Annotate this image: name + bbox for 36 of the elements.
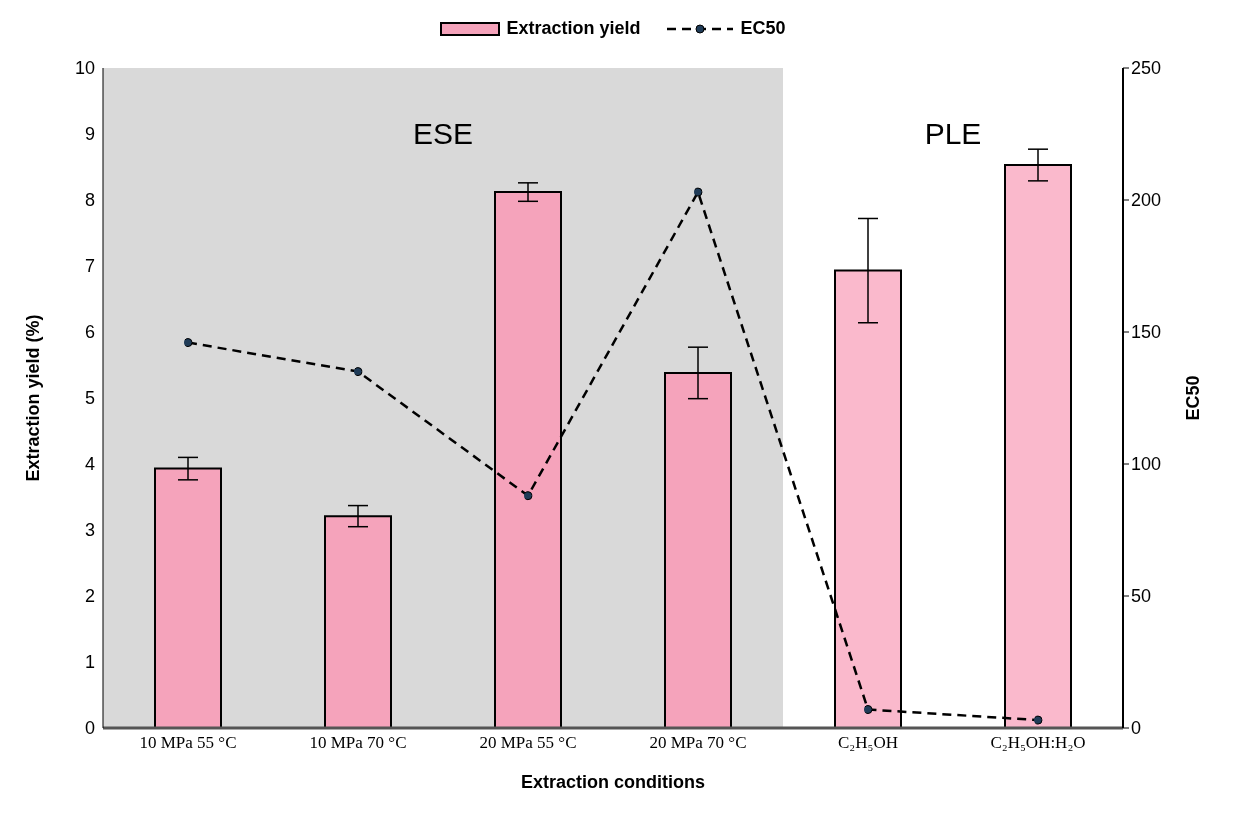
y-tick-label: 3 xyxy=(84,520,95,541)
x-axis-title: Extraction conditions xyxy=(520,772,706,792)
y-tick-label: 2 xyxy=(84,586,95,607)
y-tick-label: 8 xyxy=(84,190,95,211)
legend-label: EC50 xyxy=(739,18,786,39)
y-tick-label: 1 xyxy=(84,652,95,673)
y2-tick-label: 100 xyxy=(1131,454,1162,475)
x-tick-label: 10 MPa 55 °C xyxy=(139,733,237,753)
y2-tick-label: 200 xyxy=(1131,190,1162,211)
point xyxy=(353,367,363,377)
y-tick-label: 5 xyxy=(84,388,95,409)
annotation: PLE xyxy=(924,117,982,151)
y-axis-title: Extraction yield (%) xyxy=(23,314,44,482)
y-tick-label: 6 xyxy=(84,322,95,343)
y-tick-label: 0 xyxy=(84,718,95,739)
y-tick-label: 10 xyxy=(74,58,95,79)
y2-tick-label: 250 xyxy=(1131,58,1162,79)
y2-tick-label: 150 xyxy=(1131,322,1162,343)
x-tick-label: 20 MPa 55 °C xyxy=(479,733,577,753)
y-tick-label: 4 xyxy=(84,454,95,475)
point xyxy=(523,491,533,501)
point xyxy=(863,705,873,715)
x-tick-label: C₂H₅OH xyxy=(837,733,899,753)
x-tick-label: 10 MPa 70 °C xyxy=(309,733,407,753)
band-label: ESE xyxy=(412,117,474,151)
legend-label: Extraction yield xyxy=(505,18,641,39)
x-tick-label: C₂H₅OH:H₂O xyxy=(990,733,1086,753)
y2-axis-title: EC50 xyxy=(1183,375,1204,421)
point xyxy=(693,187,703,197)
point xyxy=(1033,715,1043,725)
y2-tick-label: 50 xyxy=(1131,586,1152,607)
y-tick-label: 7 xyxy=(84,256,95,277)
point xyxy=(183,338,193,348)
x-tick-label: 20 MPa 70 °C xyxy=(649,733,747,753)
y-tick-label: 9 xyxy=(84,124,95,145)
y2-tick-label: 0 xyxy=(1131,718,1142,739)
